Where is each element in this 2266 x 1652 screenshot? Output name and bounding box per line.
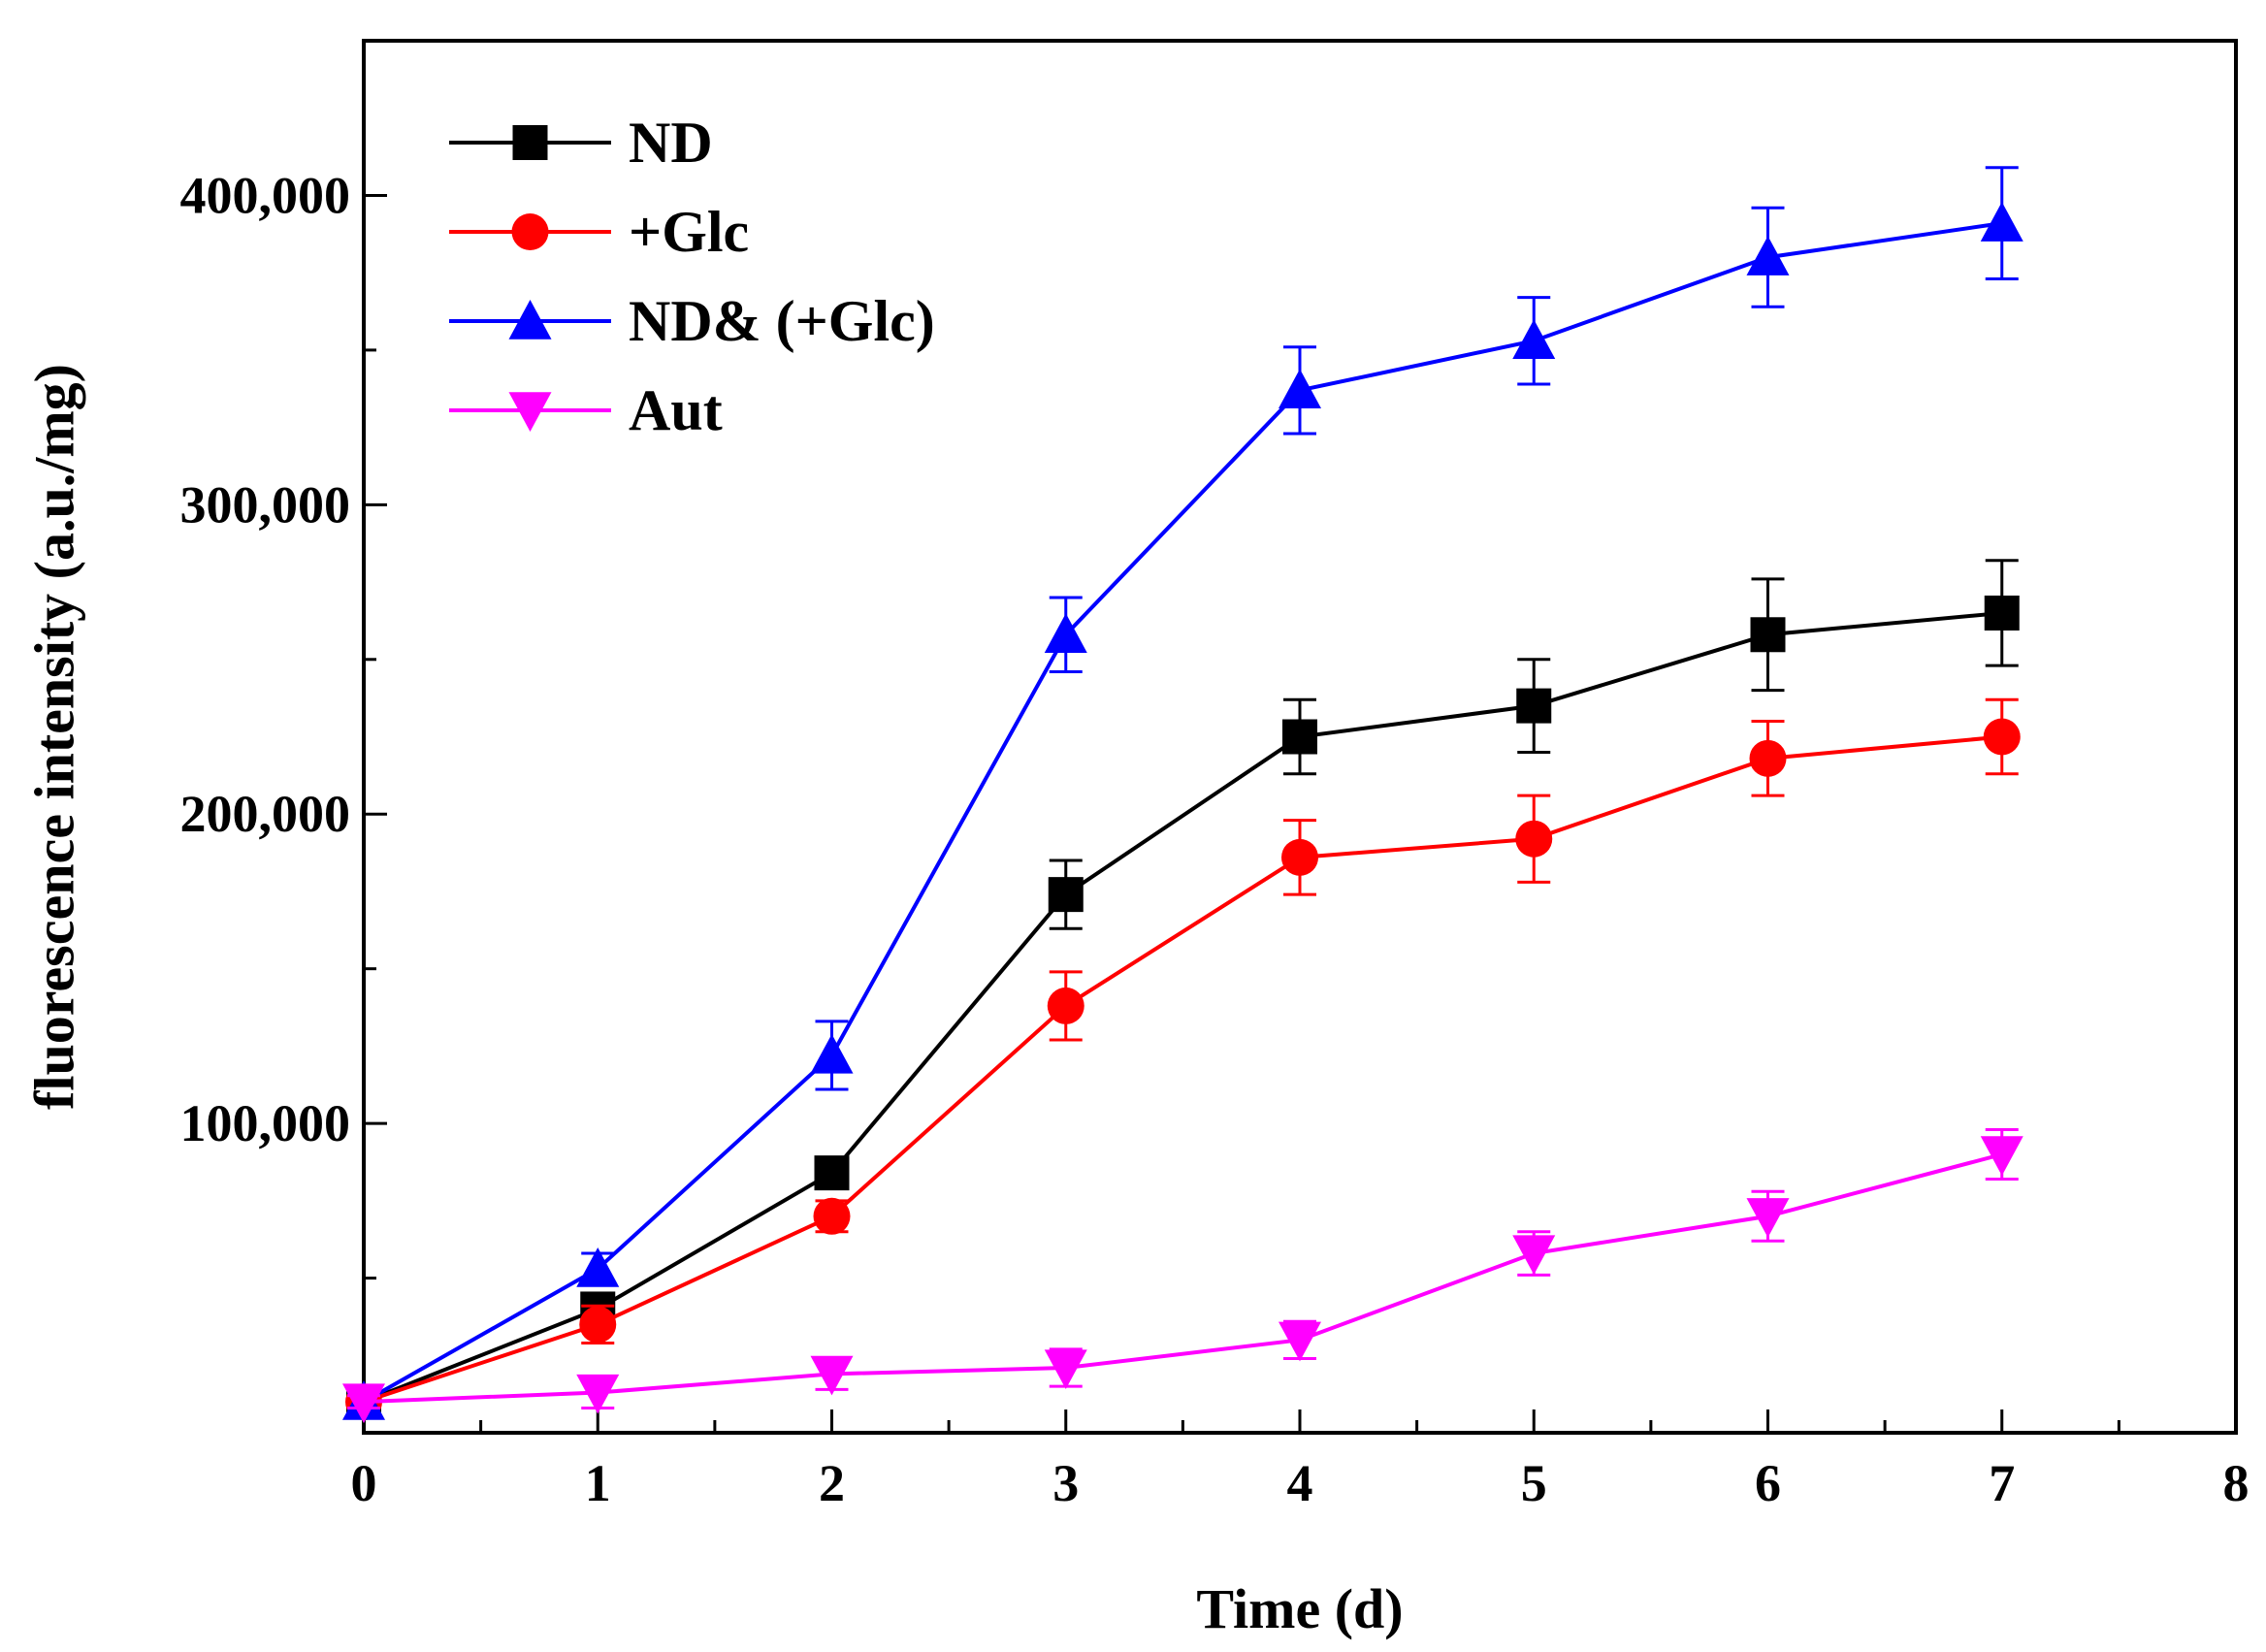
x-tick-label: 5 xyxy=(1521,1454,1547,1512)
x-tick-label: 8 xyxy=(2223,1454,2250,1512)
data-point xyxy=(576,1247,620,1287)
data-point xyxy=(1984,595,2020,631)
data-point xyxy=(1746,1198,1790,1238)
data-point xyxy=(1515,820,1553,858)
data-point xyxy=(1746,236,1790,275)
data-point xyxy=(342,1383,385,1424)
legend-item: Aut xyxy=(449,378,723,442)
data-point xyxy=(1044,613,1087,653)
series-line xyxy=(363,734,2002,1405)
series-glc xyxy=(345,697,2021,1421)
x-tick-label: 6 xyxy=(1755,1454,1781,1512)
series-line xyxy=(363,1152,2003,1405)
data-point xyxy=(1048,877,1084,913)
data-point xyxy=(1980,202,2023,242)
y-tick-label: 300,000 xyxy=(180,475,351,534)
series-nd xyxy=(346,559,2020,1420)
y-tick-label: 200,000 xyxy=(180,785,351,843)
series-layer xyxy=(342,166,2023,1424)
series-line xyxy=(363,221,2003,1404)
x-axis-title: Time (d) xyxy=(1196,1577,1403,1640)
data-point xyxy=(1281,838,1318,876)
legend-label: +Glc xyxy=(629,200,749,264)
x-tick-label: 0 xyxy=(351,1454,377,1512)
data-point xyxy=(1047,987,1084,1024)
legend-label: ND xyxy=(629,111,713,175)
legend-marker xyxy=(512,125,548,160)
ticks: 0 1 2 3 4 5 6 7 8 100,000 200,000 300,000 400,000 xyxy=(180,39,2250,1512)
legend-label: ND& (+Glc) xyxy=(629,289,935,353)
data-point xyxy=(813,1197,851,1235)
legend-item: ND& (+Glc) xyxy=(449,289,935,353)
series-nd-glc xyxy=(342,166,2023,1420)
legend-label: Aut xyxy=(629,378,723,442)
data-point xyxy=(1279,1321,1321,1362)
legend-marker xyxy=(511,213,549,250)
series-aut xyxy=(342,1127,2023,1424)
data-point xyxy=(1516,688,1552,724)
data-point xyxy=(579,1306,617,1344)
y-tick-label: 100,000 xyxy=(180,1094,351,1152)
data-point xyxy=(1983,718,2021,756)
x-tick-label: 7 xyxy=(1989,1454,2015,1512)
x-tick-label: 4 xyxy=(1287,1454,1313,1512)
data-point xyxy=(1750,617,1786,653)
y-axis-title: fluorescence intensity (a.u./mg) xyxy=(22,364,85,1110)
data-point xyxy=(1980,1136,2023,1176)
legend: ND +Glc ND& (+Glc) Aut xyxy=(449,111,935,442)
data-point xyxy=(1279,369,1321,409)
data-point xyxy=(814,1155,850,1191)
data-point xyxy=(1512,319,1556,360)
legend-marker xyxy=(508,392,552,432)
data-point xyxy=(1282,719,1317,755)
legend-item: ND xyxy=(449,111,713,175)
data-point xyxy=(810,1033,854,1074)
data-point xyxy=(1512,1235,1556,1276)
legend-marker xyxy=(508,300,552,340)
x-tick-label: 1 xyxy=(585,1454,611,1512)
data-point xyxy=(1749,739,1787,777)
legend-item: +Glc xyxy=(449,200,749,264)
data-point xyxy=(810,1355,854,1396)
data-point xyxy=(576,1374,620,1414)
series-line xyxy=(363,610,2002,1404)
x-tick-label: 2 xyxy=(819,1454,845,1512)
y-tick-label: 400,000 xyxy=(180,166,351,224)
x-tick-label: 3 xyxy=(1052,1454,1079,1512)
data-point xyxy=(1044,1349,1087,1390)
